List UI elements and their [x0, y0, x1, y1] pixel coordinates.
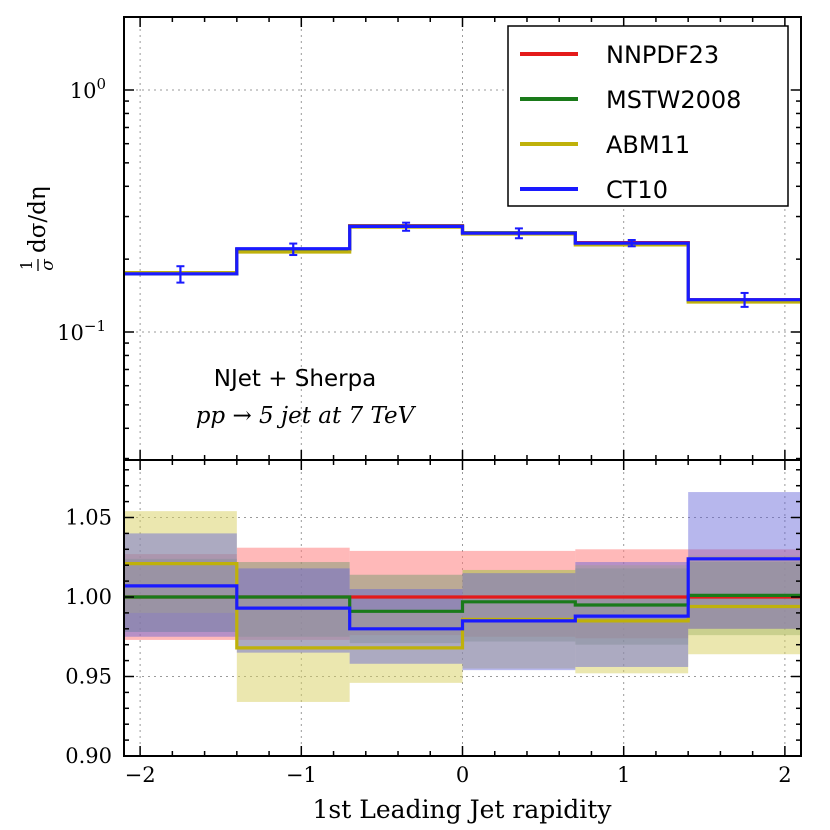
legend-label-ct10: CT10: [606, 176, 668, 204]
distribution-line-ct10: [124, 224, 801, 302]
band-ct10-bin-4: [575, 562, 689, 667]
band-ct10-bin-5: [688, 492, 801, 629]
x-tick-label: 2: [778, 763, 791, 787]
upper-lines: [124, 224, 801, 304]
lower-y-tick-label: 0.95: [65, 665, 112, 689]
lower-panel-frame: [123, 459, 802, 757]
lower-y-tick-label: 1.05: [65, 506, 112, 530]
ylabel-derivative: dσ/dη: [25, 186, 51, 253]
lower-y-tick-label: 0.90: [65, 744, 112, 768]
legend-label-abm11: ABM11: [606, 131, 690, 159]
band-ct10-bin-1: [236, 568, 350, 653]
upper-errors: [176, 221, 749, 308]
x-tick-label: −1: [286, 763, 317, 787]
x-tick-label: 0: [456, 763, 469, 787]
upper-ylabel: 1 σ dσ/dη: [17, 186, 58, 271]
x-axis-title: 1st Leading Jet rapidity: [313, 795, 613, 824]
tick-label-exponent: −1: [84, 317, 106, 335]
upper-y-tick-label: 10−1: [57, 317, 106, 345]
tick-label-base: 10: [57, 321, 84, 345]
lower-y-tick-label: 1.00: [65, 585, 112, 609]
legend-label-nnpdf23: NNPDF23: [606, 41, 719, 69]
x-tick-label: −2: [125, 763, 156, 787]
ratio-line-ct10: [124, 557, 801, 631]
legend: NNPDF23 MSTW2008 ABM11 CT10: [507, 25, 789, 207]
band-ct10-bin-2: [349, 589, 463, 664]
tick-label-exponent: 0: [96, 75, 106, 93]
x-tick-label: 1: [617, 763, 630, 787]
annotation-line-1: NJet + Sherpa: [214, 366, 377, 392]
ylabel-denominator: σ: [38, 259, 58, 271]
lower-lines: [124, 557, 801, 650]
ylabel-numerator: 1: [17, 260, 36, 270]
upper-y-tick-label: 100: [70, 75, 106, 103]
tick-label-base: 10: [70, 79, 97, 103]
annotation-line-2: pp → 5 jet at 7 TeV: [196, 403, 417, 429]
band-abm11-bin-4: [575, 565, 689, 674]
legend-label-mstw2008: MSTW2008: [606, 86, 741, 114]
